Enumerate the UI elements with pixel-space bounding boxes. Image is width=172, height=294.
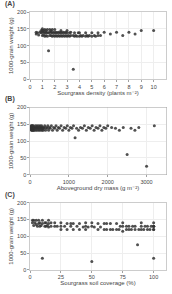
svg-text:6: 6 — [103, 84, 106, 90]
svg-text:8: 8 — [127, 84, 130, 90]
svg-text:150: 150 — [17, 216, 26, 222]
svg-text:4: 4 — [78, 84, 81, 90]
svg-text:150: 150 — [17, 121, 26, 127]
svg-text:1000-grain weight (g): 1000-grain weight (g) — [8, 208, 14, 265]
svg-text:50: 50 — [20, 155, 26, 161]
svg-text:0: 0 — [28, 84, 31, 90]
svg-text:0: 0 — [28, 179, 31, 185]
svg-text:0: 0 — [28, 274, 31, 280]
svg-text:0: 0 — [23, 76, 26, 82]
svg-text:100: 100 — [17, 233, 26, 239]
svg-text:(C): (C) — [5, 191, 15, 199]
svg-text:150: 150 — [17, 26, 26, 32]
svg-text:100: 100 — [17, 138, 26, 144]
svg-text:100: 100 — [17, 43, 26, 49]
svg-text:2000: 2000 — [102, 179, 114, 185]
svg-text:0: 0 — [23, 267, 26, 273]
svg-text:50: 50 — [20, 250, 26, 256]
svg-text:1: 1 — [41, 84, 44, 90]
svg-text:10: 10 — [151, 84, 157, 90]
svg-text:200: 200 — [17, 9, 26, 15]
svg-text:2: 2 — [53, 84, 56, 90]
svg-text:5: 5 — [90, 84, 93, 90]
svg-text:(A): (A) — [5, 0, 15, 8]
svg-text:Aboveground dry mass (g m⁻²): Aboveground dry mass (g m⁻²) — [57, 185, 140, 191]
svg-text:1000-grain weight (g): 1000-grain weight (g) — [8, 17, 14, 74]
svg-text:1000-grain weight (g): 1000-grain weight (g) — [8, 113, 14, 170]
svg-text:0: 0 — [23, 172, 26, 178]
svg-text:50: 50 — [89, 274, 95, 280]
svg-text:Sourgrass density (plants m⁻²): Sourgrass density (plants m⁻²) — [57, 90, 139, 96]
svg-text:9: 9 — [140, 84, 143, 90]
svg-text:50: 50 — [20, 59, 26, 65]
svg-text:200: 200 — [17, 104, 26, 110]
svg-text:100: 100 — [149, 274, 158, 280]
svg-text:Sourgrass soil coverage (%): Sourgrass soil coverage (%) — [60, 280, 135, 286]
svg-text:1000: 1000 — [63, 179, 75, 185]
svg-text:25: 25 — [58, 274, 64, 280]
svg-text:3: 3 — [66, 84, 69, 90]
svg-text:75: 75 — [120, 274, 126, 280]
svg-text:7: 7 — [115, 84, 118, 90]
svg-text:(B): (B) — [5, 95, 15, 103]
svg-text:200: 200 — [17, 200, 26, 206]
svg-text:3000: 3000 — [140, 179, 152, 185]
